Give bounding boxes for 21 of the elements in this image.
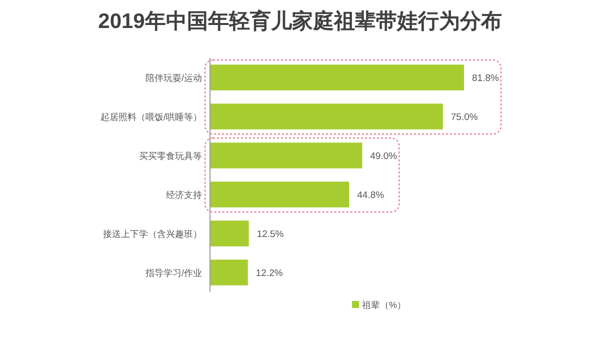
data-label: 12.2% — [256, 268, 284, 279]
chart-title: 2019年中国年轻育儿家庭祖辈带娃行为分布 — [98, 9, 502, 33]
bar — [210, 64, 464, 90]
data-label: 44.8% — [357, 190, 385, 201]
bar — [210, 220, 249, 246]
legend: 祖辈（%） — [352, 300, 406, 310]
legend-label: 祖辈（%） — [362, 300, 406, 310]
bar — [210, 260, 248, 286]
data-label: 49.0% — [370, 151, 398, 162]
data-label: 12.5% — [256, 229, 284, 240]
data-label: 81.8% — [472, 73, 500, 84]
bar — [210, 142, 362, 168]
y-tick-label: 起居照料（喂饭/哄睡等） — [100, 112, 202, 122]
y-tick-label: 接送上下学（含兴趣班） — [103, 229, 202, 239]
data-label: 75.0% — [450, 112, 478, 123]
y-tick-label: 买买零食玩具等 — [139, 151, 202, 161]
y-tick-label: 陪伴玩耍/运动 — [145, 73, 202, 83]
y-tick-label: 指导学习/作业 — [144, 268, 202, 278]
bar — [210, 182, 350, 208]
y-tick-label: 经济支持 — [166, 190, 202, 200]
bar — [210, 104, 443, 130]
